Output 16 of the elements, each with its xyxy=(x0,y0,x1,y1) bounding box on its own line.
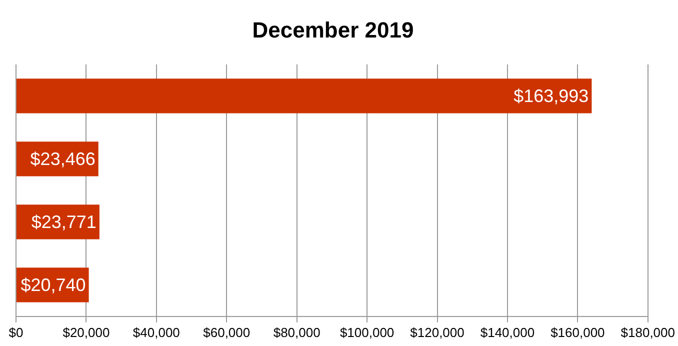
data-label: $23,466 xyxy=(30,148,96,169)
x-tick-label: $100,000 xyxy=(340,324,394,340)
x-tick-label: $120,000 xyxy=(410,324,464,340)
x-tick-label: $40,000 xyxy=(132,324,180,340)
data-label: $163,993 xyxy=(514,86,589,106)
x-tick-label: $0 xyxy=(8,324,24,340)
x-tick-label: $20,000 xyxy=(62,324,110,340)
x-tick-label: $140,000 xyxy=(480,324,535,340)
x-tick-label: $80,000 xyxy=(273,324,320,340)
x-tick-label: $60,000 xyxy=(203,324,250,340)
x-tick-label: $160,000 xyxy=(550,324,605,340)
x-tick-label: $180,000 xyxy=(620,324,676,340)
data-label: $20,740 xyxy=(20,274,86,295)
bar xyxy=(16,78,592,114)
data-label: $23,771 xyxy=(31,212,96,232)
chart-title: December 2019 xyxy=(252,17,414,42)
